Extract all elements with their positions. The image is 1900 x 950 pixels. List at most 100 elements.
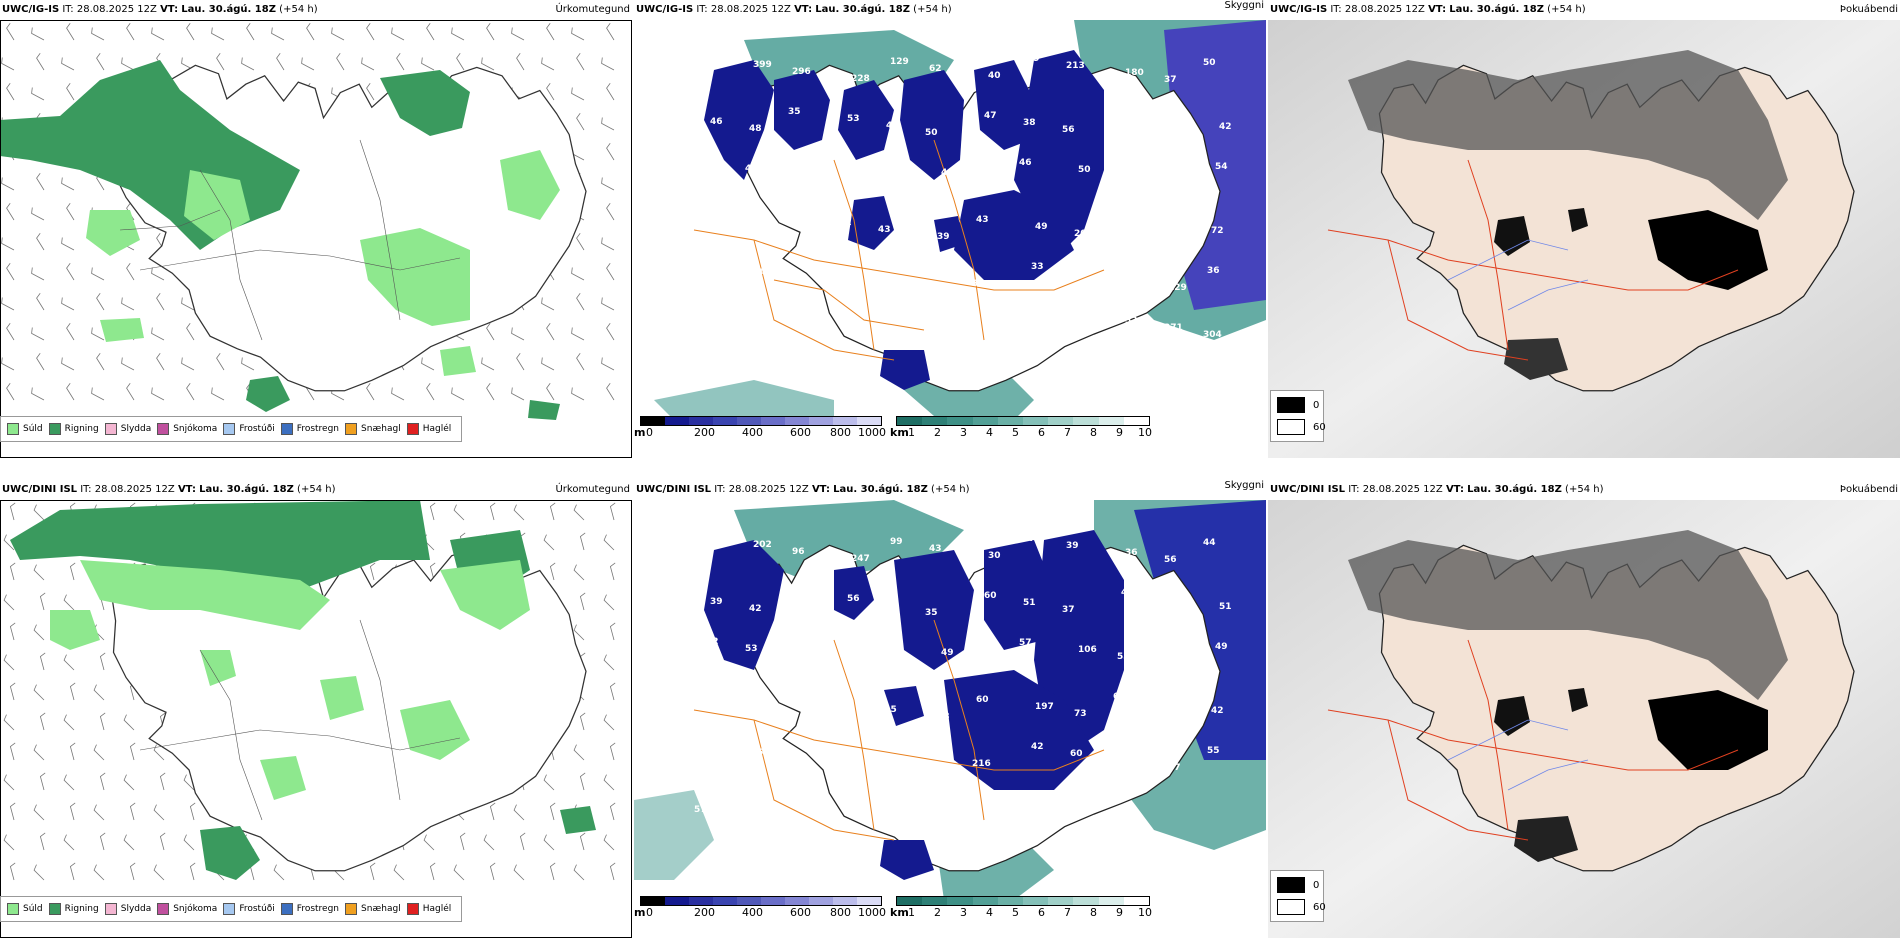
- visibility-value-label: 46: [804, 651, 817, 661]
- wind-barb: [543, 834, 555, 851]
- wind-barb: [9, 862, 16, 881]
- visibility-labels: 190 202 96 247 99 43 30 44 39 36 56 44 39 42 50 56 48 35 6…: [694, 533, 1232, 815]
- wind-barb: [96, 293, 105, 311]
- visibility-value-label: 103: [1109, 276, 1128, 286]
- drizzle-areas: [86, 150, 560, 376]
- vt-value: Lau. 30.ágú. 18Z: [1467, 484, 1562, 495]
- road-network: [119, 139, 461, 341]
- wind-barb: [61, 297, 75, 311]
- wind-barb: [571, 87, 585, 101]
- visibility-value-label: 37: [1168, 763, 1181, 773]
- wind-barb: [151, 387, 165, 401]
- visibility-value-label: 46: [710, 117, 723, 127]
- wind-barb: [516, 353, 525, 371]
- visibility-value-label: 49: [745, 164, 758, 174]
- wind-barb: [99, 712, 106, 731]
- wind-barb: [3, 714, 15, 731]
- snow-swatch: [157, 903, 170, 915]
- panel-header: UWC/DINI ISL IT: 28.08.2025 12Z VT: Lau.…: [0, 480, 632, 500]
- wind-barb: [546, 323, 555, 341]
- wind-barb: [216, 53, 225, 71]
- wind-barb: [183, 834, 195, 851]
- visibility-value-label: 190: [694, 533, 713, 543]
- visibility-value-label: 42: [1219, 122, 1232, 132]
- wind-barb: [96, 53, 105, 71]
- visibility-scale: km 1 2 3 4 5 6 7 8 9 10: [890, 416, 1154, 440]
- wind-barb: [69, 862, 76, 881]
- wind-barb: [61, 57, 75, 71]
- drizzle-swatch: [7, 423, 19, 435]
- visibility-value-label: 247: [851, 554, 870, 564]
- wind-barb: [39, 772, 46, 791]
- it-value: 28.08.2025 12Z: [1362, 484, 1443, 495]
- wind-barb: [606, 203, 615, 221]
- fog-swatch: [1277, 419, 1305, 435]
- wind-barb: [123, 774, 135, 791]
- visibility-value-label: 37: [698, 261, 711, 271]
- precip-type-legend: Súld Rigning Slydda Snjókoma Frostúði Fr…: [0, 416, 462, 442]
- visibility-value-label: 96: [792, 547, 805, 557]
- vis-tick: 3: [960, 426, 967, 439]
- wind-barb: [186, 323, 195, 341]
- wind-barb: [63, 654, 75, 671]
- visibility-value-label: 304: [1203, 330, 1222, 340]
- wind-barb: [549, 562, 556, 581]
- visibility-unit: km: [890, 906, 909, 919]
- wind-barb: [36, 53, 45, 71]
- visibility-value-label: 37: [1027, 326, 1040, 336]
- wind-barb: [99, 832, 106, 851]
- visibility-value-label: 38: [972, 279, 985, 289]
- river-network: [1447, 719, 1589, 791]
- visibility-value-label: 216: [972, 759, 991, 769]
- it-value: 28.08.2025 12Z: [728, 484, 809, 495]
- cloud-tick: 200: [694, 906, 715, 919]
- model-name: UWC/DINI ISL: [2, 484, 78, 495]
- fog-panel-dini: UWC/DINI ISL IT: 28.08.2025 12Z VT: Lau.…: [1268, 480, 1900, 938]
- wind-barb: [481, 357, 495, 371]
- visibility-value-label: 30: [988, 551, 1001, 561]
- wind-barb: [39, 712, 46, 731]
- visibility-value-label: 50: [1160, 595, 1173, 605]
- visibility-value-label: 37: [1109, 756, 1122, 766]
- map-type-title: Úrkomutegund: [555, 4, 630, 15]
- map-type-title: Skyggni: [1224, 480, 1264, 491]
- wind-barb: [153, 804, 165, 821]
- visibility-panel-igis: UWC/IG-IS IT: 28.08.2025 12Z VT: Lau. 30…: [634, 0, 1266, 458]
- wind-barb: [429, 502, 436, 521]
- vt-value: Lau. 30.ágú. 18Z: [833, 484, 928, 495]
- wind-barb: [156, 293, 165, 311]
- visibility-value-label: 45: [882, 641, 895, 651]
- wind-barb: [429, 862, 436, 881]
- legend-item-rain: Rigning: [48, 423, 99, 435]
- vis-tick: 10: [1138, 426, 1152, 439]
- panel-header: UWC/IG-IS IT: 28.08.2025 12Z VT: Lau. 30…: [634, 0, 1266, 20]
- wind-barb: [609, 862, 616, 881]
- wind-barb: [126, 263, 135, 281]
- cloud-tick: 400: [742, 906, 763, 919]
- rain-swatch: [48, 903, 61, 915]
- visibility-panel-dini: UWC/DINI ISL IT: 28.08.2025 12Z VT: Lau.…: [634, 480, 1266, 938]
- visibility-value-label: 49: [894, 745, 907, 755]
- wind-barb: [33, 744, 45, 761]
- wind-barb: [549, 802, 556, 821]
- wind-barb: [606, 23, 615, 41]
- visibility-value-label: 59: [1156, 179, 1169, 189]
- wind-barb: [601, 177, 615, 191]
- visibility-value-label: 56: [1164, 555, 1177, 565]
- vt-label: VT:: [794, 4, 813, 15]
- visibility-value-label: 43: [796, 275, 809, 285]
- visibility-value-label: 49: [941, 648, 954, 658]
- wind-barb: [601, 357, 615, 371]
- wind-barb: [93, 864, 105, 881]
- cloud-tick: 400: [742, 426, 763, 439]
- legend-item-snow: Snjókoma: [157, 903, 217, 915]
- wind-barb: [69, 742, 76, 761]
- vis-tick: 9: [1116, 906, 1123, 919]
- visibility-scale: km 1 2 3 4 5 6 7 8 9 10: [890, 896, 1154, 920]
- wind-barb: [61, 177, 75, 191]
- wind-barb: [513, 804, 525, 821]
- wind-barb: [9, 742, 16, 761]
- wind-barb: [609, 502, 616, 521]
- model-name: UWC/IG-IS: [636, 4, 694, 15]
- fog-legend-black: 0: [1277, 877, 1319, 893]
